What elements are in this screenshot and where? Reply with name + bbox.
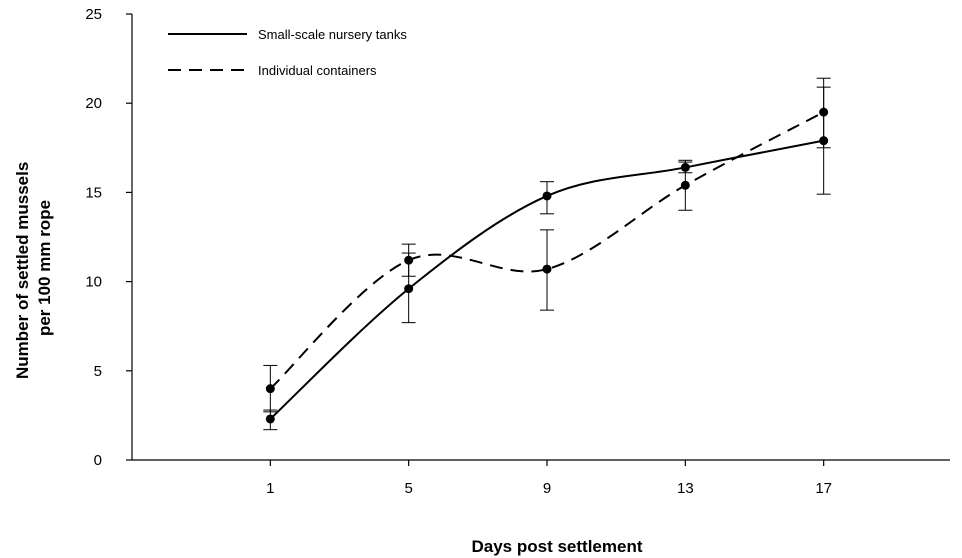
data-point: [265, 414, 275, 424]
data-point: [265, 384, 275, 394]
y-tick-label: 5: [94, 363, 102, 380]
y-tick-label: 15: [85, 184, 102, 201]
y-tick-label: 20: [85, 95, 102, 112]
data-point: [680, 180, 690, 190]
x-tick-label: 13: [677, 480, 694, 497]
data-point: [542, 191, 552, 201]
x-tick-label: 17: [815, 480, 832, 497]
x-axis-title: Days post settlement: [472, 537, 643, 556]
series-individual-containers: [263, 77, 831, 413]
data-point: [542, 264, 552, 274]
legend-label-small-scale-nursery-tanks: Small-scale nursery tanks: [258, 27, 407, 42]
y-tick-label: 10: [85, 274, 102, 291]
x-tick-label: 1: [266, 480, 274, 497]
y-axis-title-line-1: Number of settled mussels: [13, 162, 32, 379]
x-tick-label: 5: [404, 480, 412, 497]
y-tick-label: 25: [85, 6, 102, 23]
legend-label-individual-containers: Individual containers: [258, 63, 377, 78]
y-axis-title: Number of settled mussels per 100 mm rop…: [13, 157, 54, 379]
y-tick-label: 0: [94, 452, 102, 469]
y-axis-title-line-2: per 100 mm rope: [35, 200, 54, 336]
series-layer: [263, 77, 831, 431]
data-point: [404, 255, 414, 265]
legend: Small-scale nursery tanks Individual con…: [168, 27, 407, 78]
series-line-small-scale-nursery-tanks: [269, 139, 824, 420]
data-point: [404, 284, 414, 294]
x-tick-label: 9: [543, 480, 551, 497]
data-point: [819, 107, 829, 117]
